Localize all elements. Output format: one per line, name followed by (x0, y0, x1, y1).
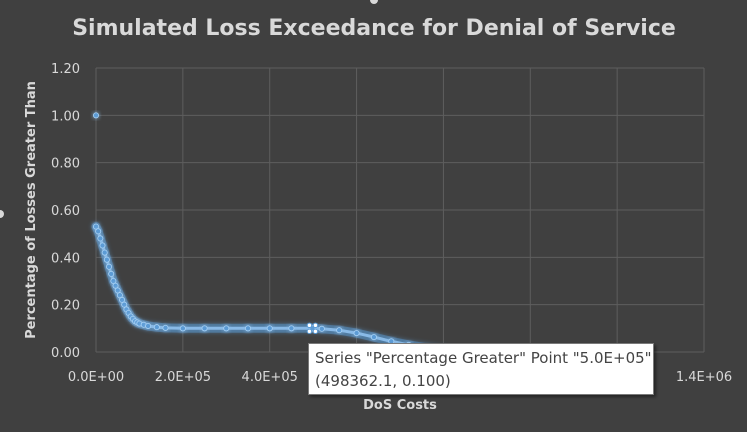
y-tick-label: 1.00 (51, 109, 80, 124)
tooltip-value-line: (498362.1, 0.100) (315, 372, 451, 390)
data-point[interactable] (370, 334, 377, 341)
y-tick-label: 0.00 (51, 346, 80, 361)
selected-point-handle[interactable] (306, 328, 313, 335)
data-point[interactable] (97, 235, 104, 242)
tooltip-series-line: Series "Percentage Greater" Point "5.0E+… (315, 349, 652, 367)
data-point[interactable] (162, 324, 169, 331)
data-point[interactable] (95, 228, 102, 235)
data-point[interactable] (108, 270, 115, 277)
data-point[interactable] (112, 282, 119, 289)
selected-point-handle[interactable] (312, 322, 319, 329)
chart-title: Simulated Loss Exceedance for Denial of … (72, 16, 676, 41)
data-point[interactable] (266, 325, 273, 332)
data-point[interactable] (110, 277, 117, 284)
data-point[interactable] (223, 325, 230, 332)
data-point[interactable] (93, 112, 100, 119)
data-point[interactable] (336, 327, 343, 334)
y-tick-label: 0.40 (51, 251, 80, 266)
series-line (94, 225, 467, 354)
series-band (91, 222, 470, 357)
x-tick-label: 1.4E+06 (676, 370, 732, 385)
data-point[interactable] (353, 330, 360, 337)
data-point[interactable] (318, 325, 325, 332)
chart-resize-handle-top[interactable] (370, 0, 378, 4)
y-tick-label: 0.20 (51, 299, 80, 314)
x-tick-label: 4.0E+05 (242, 370, 298, 385)
x-tick-label: 0.0E+00 (68, 370, 124, 385)
data-point[interactable] (179, 325, 186, 332)
gridlines (95, 67, 705, 353)
y-tick-label: 1.20 (51, 62, 80, 77)
x-axis-label: DoS Costs (363, 398, 437, 413)
data-point[interactable] (244, 325, 251, 332)
data-point[interactable] (106, 263, 113, 270)
data-point[interactable] (201, 325, 208, 332)
data-point[interactable] (93, 223, 100, 230)
selected-point-handle[interactable] (306, 322, 313, 329)
data-point[interactable] (101, 249, 108, 256)
data-point[interactable] (114, 287, 121, 294)
data-point-tooltip: Series "Percentage Greater" Point "5.0E+… (308, 343, 654, 395)
data-point[interactable] (116, 292, 123, 299)
chart-resize-handle-left[interactable] (0, 210, 4, 218)
data-point[interactable] (119, 296, 126, 303)
data-point[interactable] (288, 325, 295, 332)
tick-labels: 0.00 0.20 0.40 0.60 0.80 1.00 1.20 0.0E+00 2.0E+… (51, 62, 732, 385)
data-series[interactable] (91, 112, 470, 357)
data-point[interactable] (121, 301, 128, 308)
y-axis-label: Percentage of Losses Greater Than (24, 81, 39, 339)
y-tick-label: 0.60 (51, 204, 80, 219)
selected-point-handle[interactable] (312, 328, 319, 335)
data-point[interactable] (99, 242, 106, 249)
data-point[interactable] (153, 324, 160, 331)
x-tick-label: 2.0E+05 (155, 370, 211, 385)
y-tick-label: 0.80 (51, 157, 80, 172)
data-point[interactable] (103, 256, 110, 263)
data-point[interactable] (145, 322, 152, 329)
